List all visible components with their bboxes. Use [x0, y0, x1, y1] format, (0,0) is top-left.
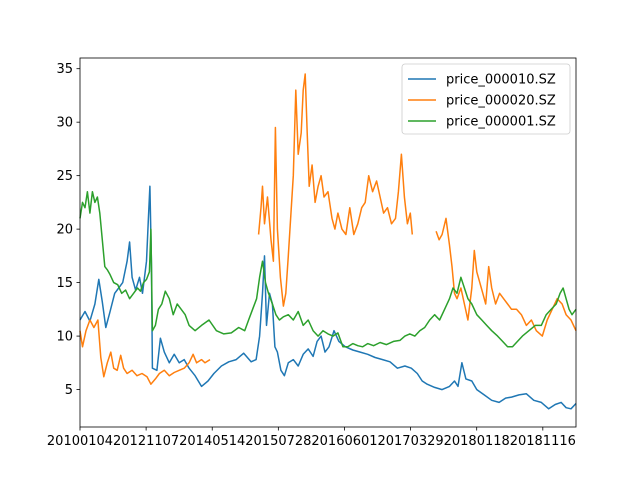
y-tick-label: 35: [56, 62, 73, 77]
x-axis: 20100104 20121107 20140514 20150728 20160601…: [47, 427, 576, 449]
series-line-price_000010.SZ: [79, 185, 577, 410]
x-tick-label: 20100104: [47, 434, 113, 449]
legend-box: [401, 63, 571, 135]
series-line-price_000020.SZ-part-2: [257, 73, 414, 307]
x-tick-label: 20150728: [245, 434, 311, 449]
x-tick-label: 20121107: [113, 434, 179, 449]
legend-label: price_000001.SZ: [446, 115, 556, 130]
series-price_000020.SZ: [79, 73, 577, 385]
x-tick-label: 20160601: [311, 434, 377, 449]
y-tick-label: 20: [56, 223, 73, 238]
legend-label: price_000020.SZ: [446, 94, 556, 109]
series-line-price_000020.SZ-part-3: [435, 217, 577, 337]
plot-frame: [79, 57, 577, 428]
series-line-price_000001.SZ: [79, 190, 577, 348]
y-tick-label: 30: [56, 116, 73, 131]
legend-label: price_000010.SZ: [446, 73, 556, 88]
y-tick-label: 5: [65, 383, 73, 398]
x-tick-label: 20170329: [377, 434, 443, 449]
y-tick-label: 15: [56, 276, 73, 291]
x-tick-label: 20180118: [444, 434, 510, 449]
legend: price_000010.SZ price_000020.SZ price_0000…: [401, 63, 571, 135]
series-layer: [79, 73, 577, 410]
y-axis: 5 10 15 20 25 30 35: [56, 62, 80, 398]
y-tick-label: 25: [56, 169, 73, 184]
series-price_000010.SZ: [79, 185, 577, 410]
series-line-price_000020.SZ-part-1: [79, 319, 211, 385]
series-price_000001.SZ: [79, 190, 577, 348]
x-tick-label: 20140514: [179, 434, 245, 449]
y-tick-label: 10: [56, 330, 73, 345]
x-tick-label: 20181116: [510, 434, 576, 449]
